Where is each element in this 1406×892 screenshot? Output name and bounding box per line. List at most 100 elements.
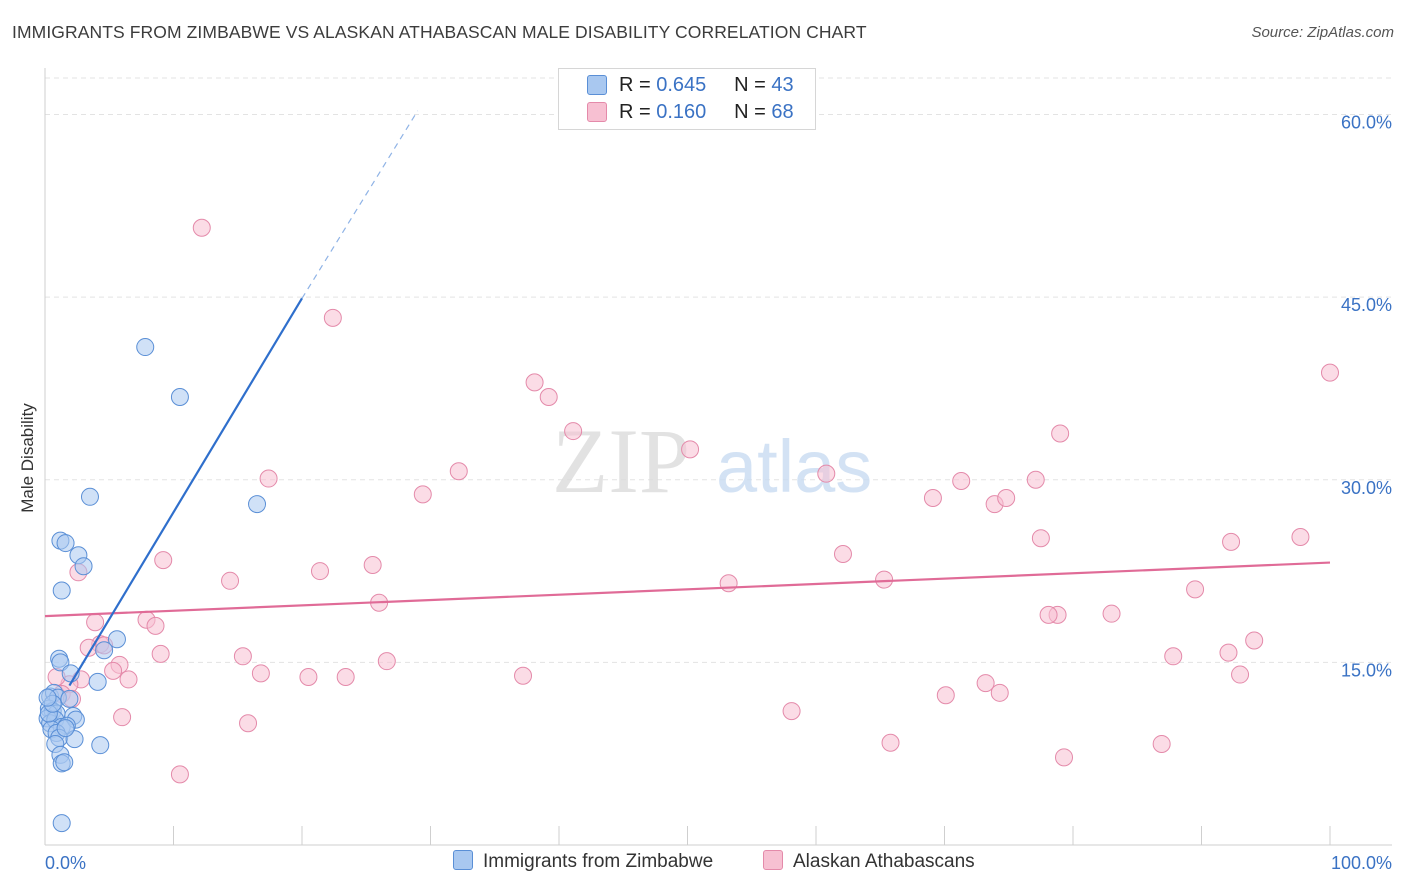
pink-series xyxy=(47,218,1339,784)
athabascan-point xyxy=(1031,529,1050,548)
athabascan-point xyxy=(323,308,342,327)
athabascan-point xyxy=(1186,580,1205,599)
zimbabwe-point xyxy=(88,672,107,691)
athabascan-point xyxy=(976,674,995,693)
x-tick-label-min: 0.0% xyxy=(45,853,86,873)
athabascan-point xyxy=(1152,734,1171,753)
zimbabwe-trend-line xyxy=(68,297,303,687)
athabascan-point xyxy=(990,683,1009,702)
athabascan-trend-line xyxy=(44,561,1331,618)
y-tick-label-60: 60.0% xyxy=(1341,113,1392,133)
zimbabwe-point xyxy=(107,630,126,649)
chart-title: IMMIGRANTS FROM ZIMBABWE VS ALASKAN ATHA… xyxy=(12,22,867,42)
athabascan-point xyxy=(881,733,900,752)
zimbabwe-point xyxy=(248,495,267,514)
athabascan-point xyxy=(251,664,270,683)
athabascan-point xyxy=(564,422,583,441)
athabascan-point xyxy=(113,708,132,727)
legend-pink-r-label: R = xyxy=(619,101,651,123)
athabascan-point xyxy=(1231,665,1250,684)
athabascan-point xyxy=(1026,470,1045,489)
athabascan-point xyxy=(936,686,955,705)
legend-blue-n-value: 43 xyxy=(771,74,794,96)
athabascan-point xyxy=(233,647,252,666)
legend-item-zimbabwe: Immigrants from Zimbabwe xyxy=(453,850,713,873)
athabascan-point xyxy=(119,670,138,689)
athabascan-point xyxy=(514,666,533,685)
zimbabwe-point xyxy=(60,689,79,708)
athabascan-point xyxy=(104,661,123,680)
legend-pink-n-value: 68 xyxy=(771,101,794,123)
legend-blue-r-value: 0.645 xyxy=(656,74,707,96)
zimbabwe-point xyxy=(170,387,189,406)
zimbabwe-point xyxy=(136,338,155,357)
athabascan-point xyxy=(299,667,318,686)
zimbabwe-point xyxy=(56,719,75,738)
athabascan-point xyxy=(1039,605,1058,624)
athabascan-point xyxy=(1164,647,1183,666)
blue-series xyxy=(38,338,267,833)
source-label: Source: ZipAtlas.com xyxy=(1251,24,1394,41)
zimbabwe-point xyxy=(38,688,57,707)
athabascan-point xyxy=(336,667,355,686)
athabascan-point xyxy=(221,571,240,590)
athabascan-point xyxy=(539,387,558,406)
trend-lines xyxy=(44,110,1331,687)
athabascan-point xyxy=(1321,363,1339,382)
legend-pink-n-label: N = xyxy=(734,101,766,123)
legend-label-zimbabwe: Immigrants from Zimbabwe xyxy=(483,851,714,872)
y-tick-label-45: 45.0% xyxy=(1341,295,1392,315)
axes xyxy=(44,68,1392,846)
athabascan-point xyxy=(377,652,396,671)
legend-blue-n-label: N = xyxy=(734,74,766,96)
athabascan-point xyxy=(875,570,894,589)
watermark-atlas: atlas xyxy=(716,425,872,508)
x-tick-label-max: 100.0% xyxy=(1331,853,1392,873)
athabascan-point xyxy=(719,574,738,593)
athabascan-point xyxy=(192,218,211,237)
legend-label-athabascan: Alaskan Athabascans xyxy=(793,851,975,872)
athabascan-point xyxy=(1051,424,1070,443)
grid xyxy=(45,77,1392,663)
legend-blue-r-label: R = xyxy=(619,74,651,96)
athabascan-point xyxy=(413,485,432,504)
athabascan-point xyxy=(449,462,468,481)
athabascan-point xyxy=(146,616,165,635)
athabascan-point xyxy=(923,489,942,508)
athabascan-point xyxy=(1102,604,1121,623)
athabascan-point xyxy=(154,551,173,570)
correlation-legend: R = 0.645 N = 43 R = 0.160 N = 68 xyxy=(558,68,816,130)
zimbabwe-point xyxy=(95,641,114,660)
athabascan-point xyxy=(782,702,801,721)
athabascan-point xyxy=(239,714,258,733)
zimbabwe-trend-extension xyxy=(301,110,419,299)
athabascan-point xyxy=(1245,631,1264,650)
zimbabwe-point xyxy=(74,557,93,576)
athabascan-point xyxy=(833,545,852,564)
athabascan-point xyxy=(525,373,544,392)
legend-swatch-blue xyxy=(587,75,607,95)
zimbabwe-point xyxy=(56,534,75,553)
athabascan-point xyxy=(1055,748,1074,767)
athabascan-point xyxy=(1219,643,1238,662)
athabascan-point xyxy=(817,464,836,483)
athabascan-point xyxy=(681,440,700,459)
zimbabwe-point xyxy=(55,753,74,772)
y-tick-label-15: 15.0% xyxy=(1341,660,1392,680)
athabascan-point xyxy=(151,644,170,663)
zimbabwe-point xyxy=(51,653,70,672)
athabascan-point xyxy=(259,469,278,488)
athabascan-point xyxy=(86,613,105,632)
y-tick-label-30: 30.0% xyxy=(1341,478,1392,498)
athabascan-point xyxy=(1222,532,1241,551)
zimbabwe-point xyxy=(52,814,71,833)
tick-labels: 15.0% 30.0% 45.0% 60.0% 0.0% 100.0% xyxy=(45,113,1392,873)
athabascan-point xyxy=(952,471,971,490)
legend-swatch-athabascan xyxy=(763,850,783,870)
legend-swatch-zimbabwe xyxy=(453,850,473,870)
legend-pink-r-value: 0.160 xyxy=(656,101,707,123)
athabascan-point xyxy=(1291,527,1310,546)
zimbabwe-point xyxy=(80,487,99,506)
athabascan-point xyxy=(170,765,189,784)
